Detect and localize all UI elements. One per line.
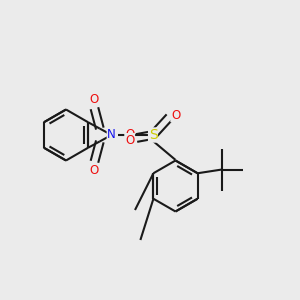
Text: O: O (90, 164, 99, 177)
Text: N: N (107, 128, 116, 142)
Text: O: O (171, 109, 180, 122)
Text: O: O (90, 93, 99, 106)
Text: O: O (125, 134, 134, 147)
Text: O: O (125, 128, 134, 142)
Text: S: S (148, 128, 158, 142)
